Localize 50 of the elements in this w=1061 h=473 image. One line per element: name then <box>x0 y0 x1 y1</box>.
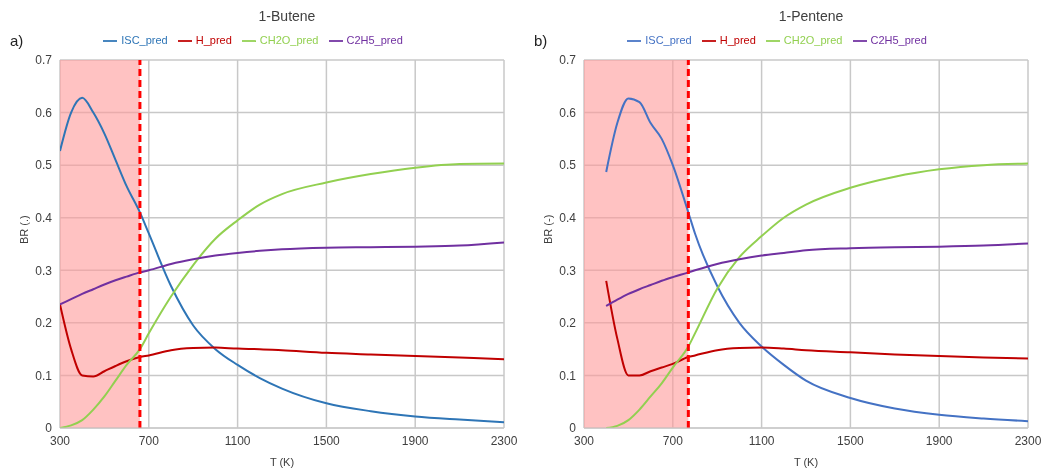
y-tick-label: 0.3 <box>35 263 53 278</box>
line-series <box>605 242 1028 308</box>
y-tick-label: 0.1 <box>35 368 53 383</box>
x-tick-label: 1900 <box>925 433 953 448</box>
line-series <box>605 97 1028 423</box>
line-series <box>605 279 1028 377</box>
chart-title: 1-Butene <box>257 8 317 26</box>
legend-label: ISC_pred <box>121 34 168 46</box>
x-tick-label: 700 <box>138 433 160 448</box>
x-tick-label: 1100 <box>224 433 251 448</box>
y-tick-label: 0.5 <box>559 158 577 173</box>
y-tick-label: 0.7 <box>35 53 53 68</box>
line-series <box>60 241 504 306</box>
chart-title: 1-Pentene <box>777 8 845 26</box>
y-tick-label: 0.4 <box>559 210 577 225</box>
text: a) <box>10 32 24 49</box>
x-tick-label: 300 <box>49 433 71 448</box>
line-series <box>60 96 504 424</box>
x-tick-label: 300 <box>573 433 595 448</box>
y-tick-label: 0.2 <box>559 316 577 331</box>
y-tick-label: 0 <box>45 421 53 436</box>
y-tick-label: 0.7 <box>559 53 577 68</box>
x-tick-label: 700 <box>662 433 684 448</box>
legend-label: CH2O_pred <box>783 34 843 46</box>
line-series <box>60 303 504 378</box>
y-tick-label: 0.3 <box>559 263 577 278</box>
x-tick-label: 1500 <box>837 433 865 448</box>
y-tick-label: 0.5 <box>35 158 53 173</box>
x-axis-title: T (K) <box>793 456 819 468</box>
text: b) <box>534 32 548 49</box>
y-axis-title: BR (.) <box>17 215 30 244</box>
y-tick-label: 0.1 <box>559 368 577 383</box>
x-tick-label: 1100 <box>748 433 775 448</box>
x-tick-label: 1900 <box>401 433 429 448</box>
y-axis-title: BR (-) <box>541 214 554 244</box>
y-tick-label: 0 <box>569 421 577 436</box>
y-tick-label: 0.6 <box>35 105 53 120</box>
legend-label: C2H5_pred <box>346 34 403 46</box>
y-tick-label: 0.6 <box>559 105 577 120</box>
legend-label: H_pred <box>195 34 232 46</box>
legend-label: C2H5_pred <box>870 34 927 46</box>
y-tick-label: 0.4 <box>35 210 53 225</box>
x-axis-title: T (K) <box>269 456 295 468</box>
legend-label: CH2O_pred <box>259 34 319 46</box>
x-tick-label: 2300 <box>490 433 518 448</box>
legend-label: H_pred <box>719 34 756 46</box>
legend-label: ISC_pred <box>645 34 692 46</box>
x-tick-label: 1500 <box>313 433 341 448</box>
x-tick-label: 2300 <box>1014 433 1042 448</box>
y-tick-label: 0.2 <box>35 316 53 331</box>
